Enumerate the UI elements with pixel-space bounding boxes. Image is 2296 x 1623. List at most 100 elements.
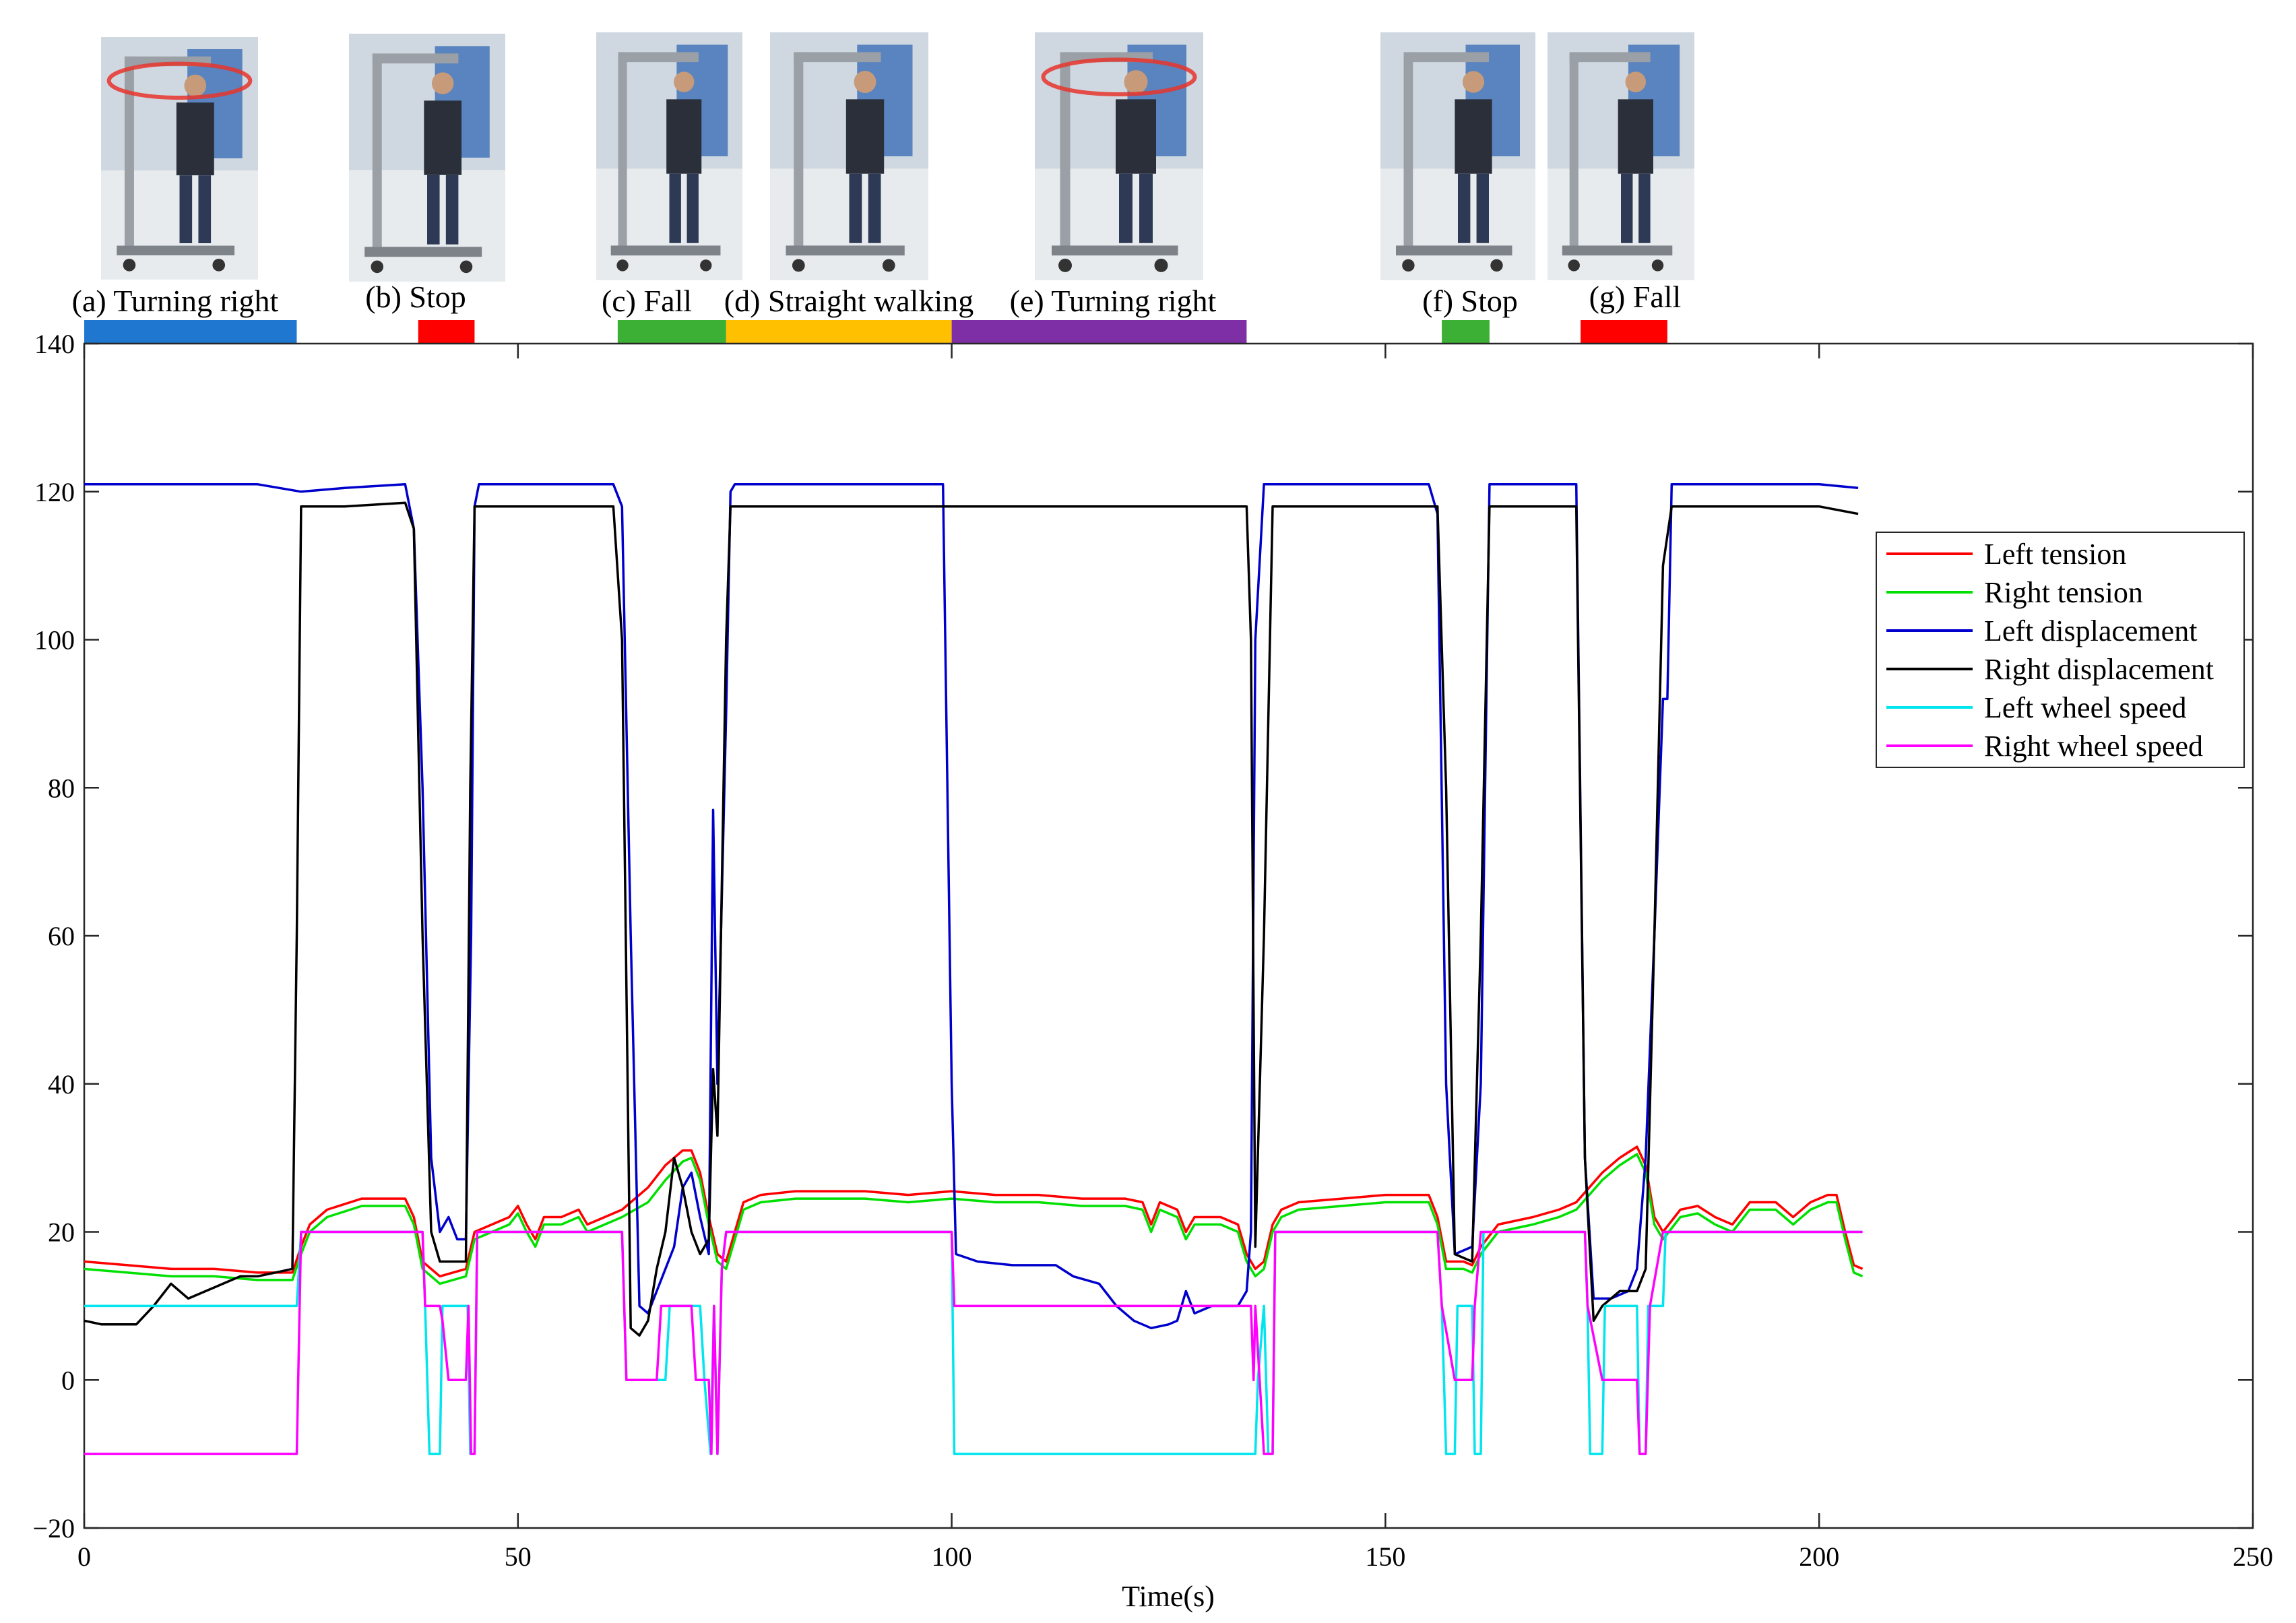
photo-6 — [1380, 32, 1535, 280]
robot-frame-left — [1060, 52, 1071, 251]
robot-wheel — [212, 259, 226, 272]
legend-label-4: Right displacement — [1984, 653, 2214, 686]
phase-label-1: (a) Turning right — [72, 284, 279, 318]
x-tick-label: 150 — [1365, 1541, 1405, 1572]
person-leg — [198, 175, 212, 243]
robot-wheel — [123, 259, 136, 272]
person-leg — [669, 173, 681, 243]
person-leg — [1458, 173, 1471, 243]
legend-label-1: Left tension — [1984, 538, 2126, 571]
robot-base — [1052, 245, 1178, 256]
person-leg — [1638, 173, 1651, 243]
photo-4 — [770, 32, 928, 280]
robot-wheel — [616, 259, 629, 272]
series-layer — [84, 483, 1863, 1455]
phase-bar-4 — [726, 320, 952, 345]
turning-arrow-icon — [1041, 57, 1197, 96]
robot-frame-left — [124, 56, 134, 251]
person-leg — [179, 175, 193, 243]
robot-frame-left — [794, 52, 804, 251]
person-torso — [1455, 99, 1492, 174]
x-tick-label: 250 — [2233, 1541, 2273, 1572]
y-tick-label: 120 — [34, 477, 75, 507]
phase-label-3: (c) Fall — [602, 284, 692, 318]
phase-bar-6 — [1442, 320, 1490, 345]
phase-bar-3 — [617, 320, 726, 345]
robot-base — [1396, 245, 1512, 256]
y-tick-label: 80 — [48, 773, 75, 803]
robot-wheel — [700, 259, 712, 272]
x-tick-label: 50 — [505, 1541, 532, 1572]
robot-wheel — [1490, 259, 1503, 272]
phase-bar-2 — [418, 320, 475, 345]
legend: Left tension Right tension Left displaceme… — [1876, 532, 2245, 768]
person-torso — [1618, 99, 1653, 174]
person-leg — [427, 174, 440, 245]
turning-arrow-icon — [106, 61, 253, 100]
legend-label-2: Right tension — [1984, 576, 2143, 609]
robot-wheel — [1058, 258, 1072, 272]
plot-area — [83, 342, 2254, 1529]
robot-frame-top — [1403, 52, 1489, 63]
series-line-left-displacement — [84, 483, 1859, 1330]
x-tick-label: 200 — [1799, 1541, 1839, 1572]
y-tick-label: 140 — [34, 329, 75, 359]
robot-frame-top — [1569, 52, 1651, 63]
robot-frame-top — [372, 53, 459, 64]
robot-wheel — [1651, 259, 1664, 272]
phase-bar-1 — [84, 320, 297, 345]
photo-1 — [101, 37, 258, 280]
robot-wheel — [792, 259, 805, 272]
robot-frame-top — [794, 52, 881, 63]
y-tick-label: 0 — [61, 1365, 75, 1395]
robot-base — [1562, 245, 1673, 256]
robot-frame-left — [1569, 52, 1578, 251]
person-leg — [1621, 173, 1633, 243]
x-tick-label: 100 — [932, 1541, 972, 1572]
robot-wheel — [1402, 259, 1415, 272]
legend-label-3: Left displacement — [1984, 614, 2197, 647]
person-torso — [176, 102, 214, 176]
person-leg — [687, 173, 699, 243]
photo-2 — [349, 34, 505, 282]
legend-box — [1876, 532, 2245, 768]
person-leg — [849, 173, 862, 243]
person-leg — [1139, 173, 1153, 243]
robot-wheel — [882, 259, 895, 272]
legend-label-5: Left wheel speed — [1984, 691, 2187, 724]
photo-3 — [596, 32, 742, 280]
phase-bar-5 — [951, 320, 1247, 345]
robot-wheel — [1568, 259, 1580, 272]
person-head — [184, 74, 207, 97]
person-head — [1625, 71, 1647, 92]
series-line-right-displacement — [84, 501, 1859, 1337]
robot-wheel — [371, 260, 384, 274]
person-leg — [1476, 173, 1489, 243]
person-torso — [666, 99, 702, 174]
person-head — [854, 71, 876, 94]
y-tick-label: 40 — [48, 1069, 75, 1100]
person-leg — [868, 173, 881, 243]
x-tick-label: 0 — [77, 1541, 91, 1572]
phase-label-4: (d) Straight walking — [724, 284, 974, 318]
robot-base — [610, 245, 721, 256]
robot-base — [117, 245, 235, 255]
robot-base — [364, 247, 482, 257]
person-head — [674, 71, 695, 92]
person-head — [1462, 71, 1485, 93]
person-head — [431, 72, 454, 94]
legend-label-6: Right wheel speed — [1984, 730, 2203, 763]
series-line-right-wheel-speed — [84, 1230, 1863, 1455]
y-tick-label: 20 — [48, 1217, 75, 1248]
phase-label-7: (g) Fall — [1589, 280, 1682, 314]
person-torso — [424, 100, 462, 175]
person-torso — [846, 99, 885, 174]
person-leg — [445, 174, 459, 245]
robot-frame-left — [1403, 52, 1413, 251]
x-axis-label: Time(s) — [1122, 1580, 1215, 1613]
y-tick-label: 100 — [34, 625, 75, 656]
photo-5 — [1035, 32, 1203, 280]
phase-label-6: (f) Stop — [1422, 284, 1518, 318]
